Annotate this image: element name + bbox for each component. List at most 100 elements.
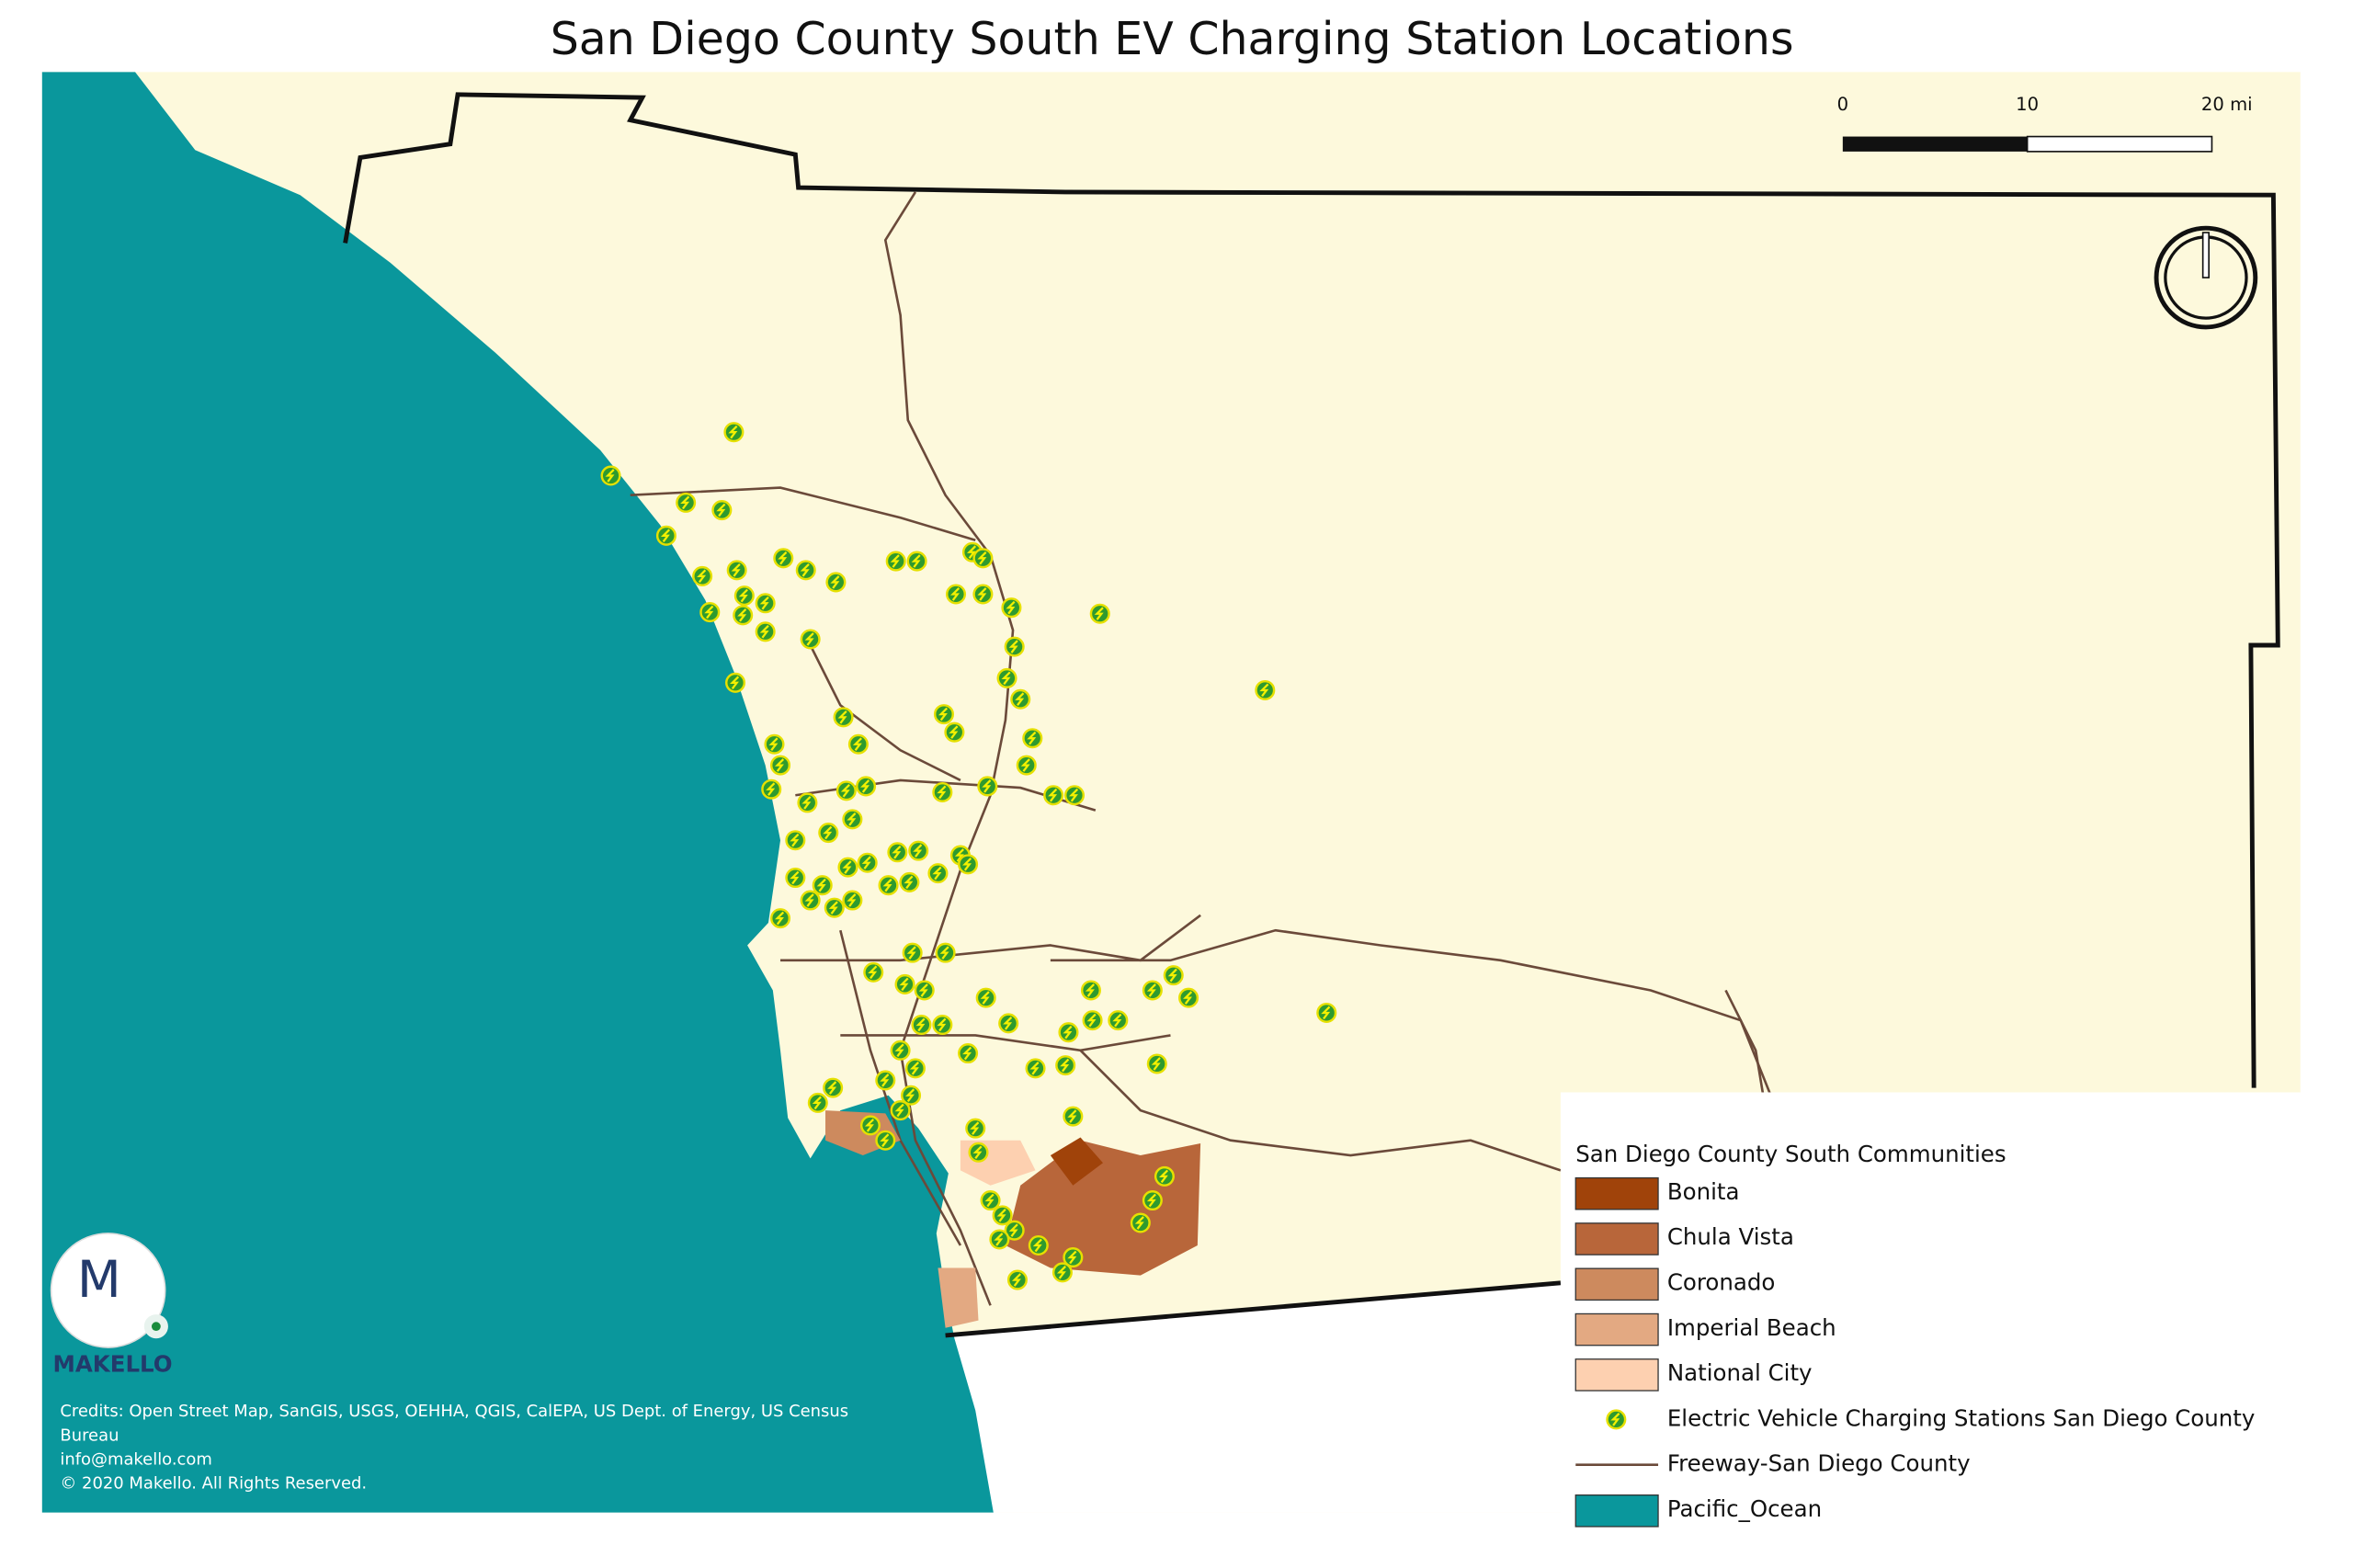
county-border	[343, 92, 2280, 1088]
scale-bar: 0 10 20 mi	[1837, 94, 2253, 153]
station-icon	[723, 422, 745, 443]
station-bolt	[1134, 1216, 1144, 1230]
bonita-area	[1050, 1137, 1104, 1186]
station-bolt	[731, 563, 741, 577]
station-icon	[977, 776, 998, 797]
station-icon	[1080, 980, 1101, 1001]
station-bolt	[1060, 1058, 1070, 1073]
station-icon	[965, 1118, 986, 1139]
station-bolt	[790, 870, 800, 885]
station-bolt	[842, 860, 852, 874]
station-bolt	[1112, 1013, 1122, 1028]
station-icon	[825, 572, 847, 593]
credit-line: © 2020 Makello. All Rights Reserved.	[60, 1474, 367, 1494]
station-bolt	[977, 587, 987, 601]
station-bolt	[949, 587, 961, 601]
station-icon	[726, 560, 747, 581]
county-border	[945, 1280, 1562, 1338]
station-bolt	[1094, 607, 1104, 620]
station-bolt	[915, 1017, 926, 1032]
station-icon	[812, 875, 833, 896]
station-icon	[1178, 987, 1199, 1008]
station-bolt	[697, 569, 707, 584]
station-bolt	[605, 469, 615, 483]
station-icon	[1063, 1106, 1084, 1127]
scale-label: 20 mi	[2201, 94, 2253, 115]
station-icon	[980, 1190, 1001, 1211]
station-bolt	[905, 1088, 915, 1102]
legend-swatch	[1574, 1494, 1659, 1528]
scale-bar-segment	[2026, 135, 2213, 153]
station-bolt	[939, 946, 949, 960]
station-bolt	[861, 856, 871, 869]
station-bolt	[680, 495, 690, 510]
station-icon	[847, 733, 869, 755]
station-icon	[824, 897, 845, 918]
station-bolt	[816, 878, 826, 892]
station-icon	[1316, 1002, 1337, 1023]
station-icon	[958, 854, 979, 875]
station-bolt	[868, 965, 878, 980]
station-icon	[894, 973, 915, 994]
station-icon	[600, 465, 621, 486]
station-icon	[933, 704, 954, 725]
station-icon	[1063, 785, 1086, 806]
station-bolt	[728, 425, 738, 439]
station-bolt	[759, 596, 769, 610]
station-icon	[1163, 965, 1184, 986]
station-icon	[932, 781, 953, 802]
station-icon	[1001, 597, 1022, 619]
station-bolt	[1063, 1025, 1073, 1040]
station-icon	[1130, 1212, 1151, 1233]
station-bolt	[938, 707, 949, 722]
legend-swatch	[1574, 1358, 1659, 1392]
station-bolt	[847, 812, 857, 826]
station-icon	[699, 602, 721, 623]
scale-label: 10	[2016, 94, 2039, 115]
scale-bar-segment	[1842, 136, 2028, 152]
charging-stations	[600, 422, 1337, 1290]
station-bolt	[894, 1103, 904, 1118]
station-icon	[1058, 1022, 1079, 1043]
station-icon	[842, 890, 863, 911]
station-bolt	[738, 588, 748, 603]
station-icon	[725, 672, 746, 693]
station-icon	[972, 584, 994, 605]
station-icon	[901, 1085, 922, 1106]
station-icon	[1108, 1010, 1129, 1031]
station-icon	[1142, 980, 1163, 1001]
station-bolt	[880, 1074, 890, 1087]
legend-label: Chula Vista	[1667, 1223, 1794, 1250]
station-bolt	[1146, 983, 1156, 997]
station-bolt	[830, 575, 840, 589]
station-icon	[1043, 785, 1064, 806]
station-bolt	[837, 710, 847, 724]
station-icon	[773, 548, 794, 569]
station-icon	[785, 868, 806, 889]
station-bolt	[1259, 683, 1269, 698]
logo-text: MAKELLO	[52, 1351, 172, 1378]
station-icon	[755, 593, 776, 614]
station-icon	[733, 585, 755, 607]
station-icon	[878, 875, 899, 896]
station-bolt	[962, 858, 972, 871]
legend-label: Coronado	[1667, 1268, 1776, 1295]
station-icon	[1089, 603, 1110, 624]
station-bolt	[1001, 671, 1011, 686]
station-bolt	[828, 901, 838, 915]
station-icon	[842, 809, 863, 830]
scale-label: 0	[1837, 94, 1848, 115]
station-bolt	[1048, 788, 1058, 802]
station-bolt	[962, 1046, 972, 1061]
station-bolt	[1020, 758, 1030, 772]
station-bolt	[1056, 1266, 1067, 1279]
station-icon	[711, 500, 733, 521]
station-bolt	[730, 676, 740, 690]
station-icon	[1016, 755, 1037, 776]
legend-label: National City	[1667, 1359, 1813, 1386]
station-bolt	[759, 624, 769, 639]
station-icon	[856, 776, 877, 797]
station-icon	[972, 548, 994, 569]
